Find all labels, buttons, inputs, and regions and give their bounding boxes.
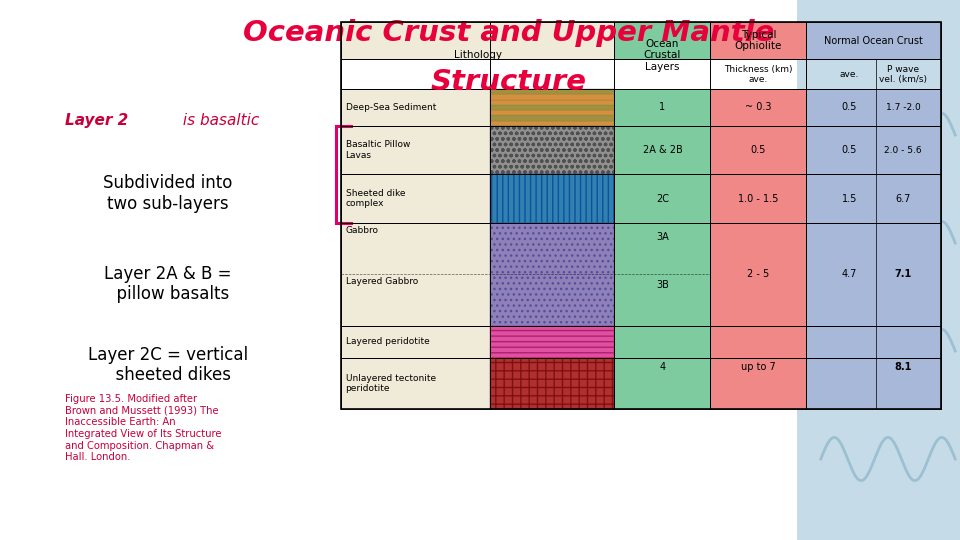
Text: Lithology: Lithology [454,50,501,60]
Bar [490,174,614,223]
Text: ~ 0.3: ~ 0.3 [745,103,772,112]
Bar [806,326,941,358]
Bar [614,223,710,326]
Bar [710,22,806,59]
Text: Basaltic Pillow
Lavas: Basaltic Pillow Lavas [346,140,410,160]
Bar [614,22,710,59]
Bar [490,174,614,223]
Text: Deep-Sea Sediment: Deep-Sea Sediment [346,103,436,112]
Bar [490,89,614,126]
Text: Layered peridotite: Layered peridotite [346,338,429,346]
Text: 2A & 2B: 2A & 2B [642,145,683,155]
Bar [341,89,490,126]
Text: Layer 2A & B =
  pillow basalts: Layer 2A & B = pillow basalts [105,265,231,303]
Bar [490,120,614,126]
Bar [341,126,490,174]
Text: P wave
vel. (km/s): P wave vel. (km/s) [879,65,927,84]
Bar [341,22,614,59]
Text: Subdivided into
two sub-layers: Subdivided into two sub-layers [104,174,232,213]
Text: Layer 2C = vertical
  sheeted dikes: Layer 2C = vertical sheeted dikes [88,346,248,384]
Text: 4: 4 [660,362,665,373]
Bar [710,326,806,358]
Bar [490,126,614,174]
Bar [490,326,614,358]
Text: 2 - 5: 2 - 5 [747,269,770,279]
Bar [806,223,941,326]
Text: 6.7: 6.7 [896,194,911,204]
Bar [490,358,614,409]
Bar [490,110,614,116]
Text: Figure 13.5. Modified after
Brown and Mussett (1993) The
Inaccessible Earth: An
: Figure 13.5. Modified after Brown and Mu… [65,394,222,462]
Bar [614,326,710,358]
Text: 0.5: 0.5 [842,145,857,155]
Bar [710,89,806,126]
Text: Ocean
Crustal
Layers: Ocean Crustal Layers [644,39,681,72]
Text: 4.7: 4.7 [842,269,857,279]
Text: Gabbro: Gabbro [346,226,378,235]
Bar [806,22,941,59]
Text: Normal Ocean Crust: Normal Ocean Crust [825,36,923,45]
Text: 2.0 - 5.6: 2.0 - 5.6 [884,146,922,154]
Bar [490,126,614,174]
Bar [341,358,490,409]
Text: 1.5: 1.5 [842,194,857,204]
Bar [797,0,960,540]
Text: 8.1: 8.1 [895,362,912,373]
Text: Typical
Ophiolite: Typical Ophiolite [734,30,782,51]
Bar [341,223,490,326]
Text: 1.7 -2.0: 1.7 -2.0 [886,103,921,112]
Bar [490,223,614,326]
Bar [341,326,490,358]
Bar [490,105,614,110]
Text: Unlayered tectonite
peridotite: Unlayered tectonite peridotite [346,374,436,393]
Text: 0.5: 0.5 [751,145,766,155]
Text: ave.: ave. [840,70,859,79]
Bar [490,89,614,94]
Bar [710,223,806,326]
Bar [614,89,710,126]
Text: 3B: 3B [656,280,669,290]
Text: 3A: 3A [656,232,669,241]
Bar [490,326,614,358]
Bar [710,174,806,223]
Bar [614,358,710,409]
Bar [341,174,490,223]
Bar [614,126,710,174]
Bar [341,22,941,409]
Bar [806,358,941,409]
Bar [710,126,806,174]
Text: Thickness (km)
ave.: Thickness (km) ave. [724,65,793,84]
Text: Structure: Structure [431,68,587,96]
Text: 7.1: 7.1 [895,269,912,279]
Text: Sheeted dike
complex: Sheeted dike complex [346,189,405,208]
Text: up to 7: up to 7 [741,362,776,373]
Bar [614,174,710,223]
Bar [490,99,614,105]
Bar [806,174,941,223]
Text: 1: 1 [660,103,665,112]
Bar [806,126,941,174]
Text: Layer 2: Layer 2 [65,113,129,129]
Bar [710,358,806,409]
Bar [806,89,941,126]
Text: 0.5: 0.5 [842,103,857,112]
Bar [490,223,614,326]
Text: 1.0 - 1.5: 1.0 - 1.5 [738,194,779,204]
Text: is basaltic: is basaltic [178,113,259,129]
Bar [490,94,614,99]
Bar [490,116,614,120]
Text: Layered Gabbro: Layered Gabbro [346,277,418,286]
Text: Oceanic Crust and Upper Mantle: Oceanic Crust and Upper Mantle [243,19,775,47]
Bar [490,358,614,409]
Text: 2C: 2C [656,194,669,204]
